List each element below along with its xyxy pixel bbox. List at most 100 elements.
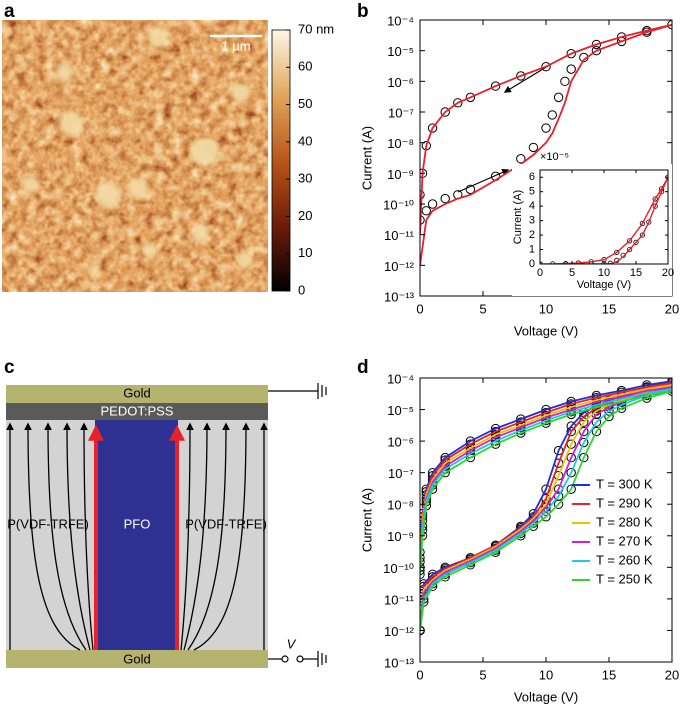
data-point	[579, 426, 589, 437]
x-tick-label: 15	[630, 267, 642, 279]
x-axis-label: Voltage (V)	[514, 689, 578, 704]
x-tick-label: 20	[665, 667, 679, 682]
afm-texture	[2, 20, 268, 292]
data-point	[579, 452, 589, 463]
panel-label: d	[357, 357, 369, 378]
y-tick-label: 10⁻⁷	[388, 105, 414, 120]
data-point	[566, 467, 576, 478]
x-axis-label: Voltage (V)	[577, 279, 631, 291]
data-point	[427, 199, 438, 209]
pedot-layer	[6, 403, 268, 420]
data-point	[541, 512, 551, 522]
y-tick-label: 10⁻¹²	[384, 259, 415, 274]
data-point	[547, 110, 557, 120]
label: PFO	[124, 516, 151, 531]
legend-label: T = 300 K	[596, 476, 653, 491]
colorbar-tick-label: 0	[298, 282, 305, 297]
data-point	[490, 423, 501, 434]
data-point	[639, 220, 646, 227]
colorbar-tick-label: 30	[298, 171, 312, 186]
data-point	[516, 71, 526, 81]
data-point	[626, 246, 633, 253]
afm-grains	[22, 27, 253, 276]
data-point	[420, 190, 425, 200]
data-point	[604, 411, 614, 422]
y-tick-label: 3	[529, 215, 535, 227]
data-point	[553, 92, 564, 103]
y-tick-label: 10⁻⁶	[387, 435, 414, 450]
x-tick-label: 15	[602, 667, 616, 682]
data-point	[591, 426, 602, 437]
y-axis-label: Current (A)	[359, 126, 374, 190]
data-point	[490, 81, 501, 91]
afm-image: 1 µm	[2, 20, 268, 292]
data-point	[420, 565, 425, 576]
y-tick-label: 10⁻¹⁰	[383, 197, 414, 212]
colorbar-tick-label: 70 nm	[298, 21, 334, 36]
y-tick-label: 0	[529, 258, 535, 270]
label: Gold	[123, 385, 150, 400]
legend-label: T = 280 K	[596, 514, 653, 529]
data-point	[427, 123, 438, 133]
data-point	[652, 196, 658, 202]
data-point	[652, 203, 658, 209]
y-tick-label: 10⁻⁹	[387, 167, 414, 182]
x-tick-label: 20	[665, 301, 679, 316]
data-point	[560, 76, 570, 87]
data-point	[566, 48, 576, 59]
scale-bar-label: 1 µm	[221, 38, 250, 53]
x-tick-label: 0	[537, 267, 543, 279]
panel-label: a	[4, 1, 15, 22]
data-point	[420, 569, 425, 580]
x-tick-label: 10	[539, 667, 553, 682]
data-line	[420, 23, 672, 266]
circuit	[268, 383, 327, 667]
y-tick-label: 1	[529, 243, 535, 255]
y-axis-label: Current (A)	[359, 488, 374, 552]
colorbar-tick-label: 20	[298, 208, 312, 223]
data-point	[421, 206, 431, 216]
y-multiplier: ×10⁻⁵	[540, 151, 569, 163]
panel-label: b	[357, 1, 369, 22]
y-axis-label: Current (A)	[512, 190, 524, 244]
y-tick-label: 10⁻⁵	[387, 403, 414, 418]
data-point	[614, 249, 620, 256]
label: P(VDF-TRFE)	[7, 516, 89, 531]
y-tick-label: 2	[529, 229, 535, 241]
data-point	[553, 499, 564, 509]
data-line	[420, 390, 672, 631]
data-point	[566, 399, 576, 409]
x-tick-label: 20	[662, 267, 674, 279]
pfo-layer	[95, 420, 178, 650]
x-tick-label: 10	[598, 267, 610, 279]
data-point	[646, 219, 652, 225]
data-point	[528, 142, 539, 153]
x-tick-label: 5	[479, 667, 486, 682]
plot-area	[420, 20, 672, 266]
x-tick-label: 0	[416, 667, 423, 682]
data-point	[591, 45, 602, 56]
x-tick-label: 10	[539, 301, 553, 316]
data-point	[420, 553, 425, 563]
y-tick-label: 10⁻¹⁰	[383, 561, 414, 576]
y-tick-label: 10⁻⁵	[387, 44, 414, 59]
data-line	[420, 388, 672, 631]
data-point	[566, 64, 576, 74]
label: Gold	[123, 651, 150, 666]
colorbar-tick-label: 40	[298, 133, 312, 148]
y-tick-label: 10⁻⁷	[388, 466, 414, 481]
legend-label: T = 290 K	[596, 495, 653, 510]
y-tick-label: 10⁻¹³	[384, 289, 415, 304]
y-tick-label: 6	[529, 171, 535, 183]
plot-area	[420, 378, 672, 636]
legend-label: T = 260 K	[596, 552, 653, 567]
x-tick-label: 15	[602, 301, 616, 316]
data-point	[465, 184, 476, 195]
y-tick-label: 5	[529, 186, 535, 198]
y-tick-label: 10⁻¹³	[384, 655, 415, 670]
sweep-arrow	[503, 65, 549, 93]
voltage-label: V	[287, 636, 297, 651]
legend-label: T = 250 K	[596, 571, 653, 586]
